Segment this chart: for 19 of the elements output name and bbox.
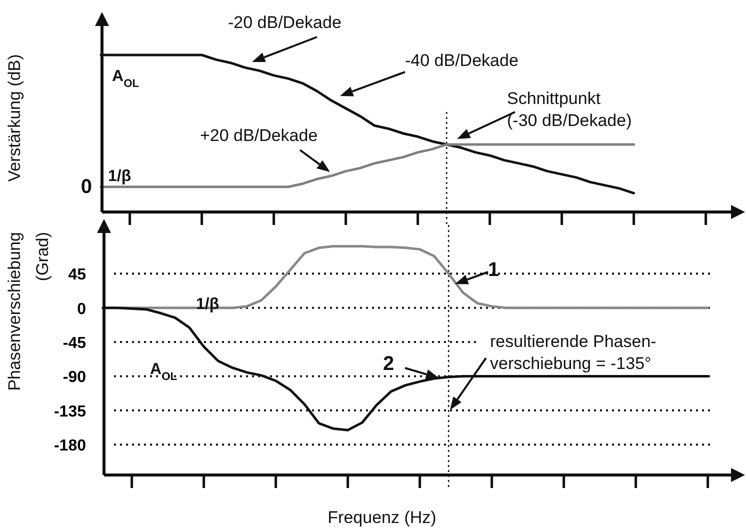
y-tick-label: -180 xyxy=(54,438,86,455)
series-label: 1/β xyxy=(108,168,132,185)
y-axis-title: Verstärkung (dB) xyxy=(5,54,24,182)
text: -20 dB/Dekade xyxy=(228,13,342,32)
y-tick-label: -45 xyxy=(62,335,86,352)
series-label: 1/β xyxy=(196,296,220,313)
y-axis-title: Phasenverschiebung (Grad) xyxy=(5,232,52,391)
annotation: Schnittpunkt (-30 dB/Dekade) xyxy=(507,89,632,130)
series-label: A$_{OL}$ xyxy=(112,68,140,90)
annotation: -40 dB/Dekade xyxy=(405,51,518,70)
annotation: 2 xyxy=(383,353,394,375)
annotation: 1 xyxy=(488,259,500,281)
y-tick-label: 45 xyxy=(68,266,86,284)
x-axis-title: Frequenz (Hz) xyxy=(328,508,436,527)
y-tick-label: -90 xyxy=(62,369,86,386)
annotation: resultierende Phasen- verschiebung = -135° xyxy=(490,332,656,373)
annotation: +20 dB/Dekade xyxy=(200,126,318,145)
y-tick-label: -135 xyxy=(54,403,86,420)
y-tick-label: 0 xyxy=(77,300,86,318)
